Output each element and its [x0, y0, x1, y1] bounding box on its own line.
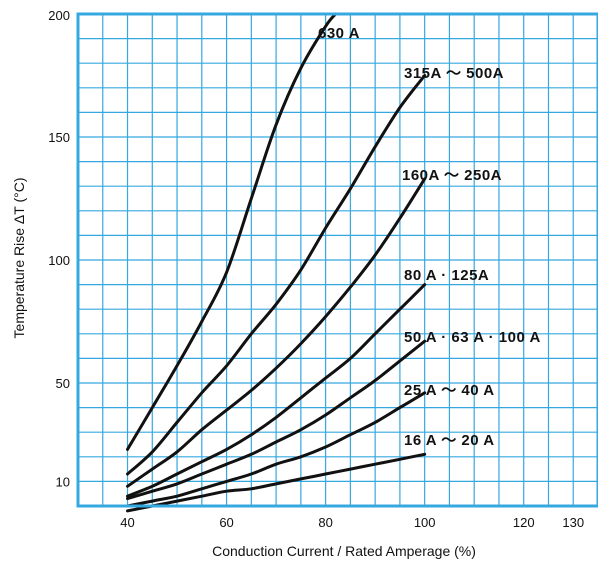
y-axis-title: Temperature Rise ΔT (°C): [11, 178, 27, 339]
plot-frame: [76, 12, 598, 508]
x-tick-label: 40: [120, 515, 134, 530]
series-label-5: 50 A · 63 A · 100 A: [404, 329, 541, 346]
series-labels: 630 A 315A ～ 500A 160A ～ 250A 80 A · 125A 50…: [318, 25, 541, 449]
series-curve-4: [126, 283, 427, 498]
series-curve-5: [126, 339, 427, 501]
x-axis-title: Conduction Current / Rated Amperage (%): [212, 543, 476, 559]
grid: [78, 14, 598, 506]
series-label-6: 25 A ～ 40 A: [404, 382, 495, 399]
x-tick-label: 130: [562, 515, 584, 530]
y-tick-label: 10: [56, 474, 70, 489]
y-tick-label: 100: [48, 253, 70, 268]
series-curve-3: [126, 177, 427, 488]
y-tick-label: 200: [48, 8, 70, 23]
plot-border: [76, 12, 598, 508]
x-tick-label: 80: [318, 515, 332, 530]
series-label-4: 80 A · 125A: [404, 267, 489, 284]
series-curve-1: [126, 12, 337, 451]
curves: [126, 12, 427, 513]
series-label-3: 160A ～ 250A: [402, 167, 502, 184]
series-curve-2: [126, 74, 427, 476]
y-tick-label: 50: [56, 376, 70, 391]
series-curve-7: [126, 452, 427, 513]
x-tick-label: 60: [219, 515, 233, 530]
x-tick-label: 100: [414, 515, 436, 530]
x-axis-ticks: 40 60 80 100 120 130: [120, 515, 584, 530]
series-label-7: 16 A ～ 20 A: [404, 432, 495, 449]
series-label-2: 315A ～ 500A: [404, 65, 504, 82]
x-tick-label: 120: [513, 515, 535, 530]
y-axis-ticks: 10 50 100 150 200: [48, 8, 70, 489]
series-label-1: 630 A: [318, 25, 360, 42]
series-curve-6: [126, 391, 427, 508]
y-tick-label: 150: [48, 130, 70, 145]
